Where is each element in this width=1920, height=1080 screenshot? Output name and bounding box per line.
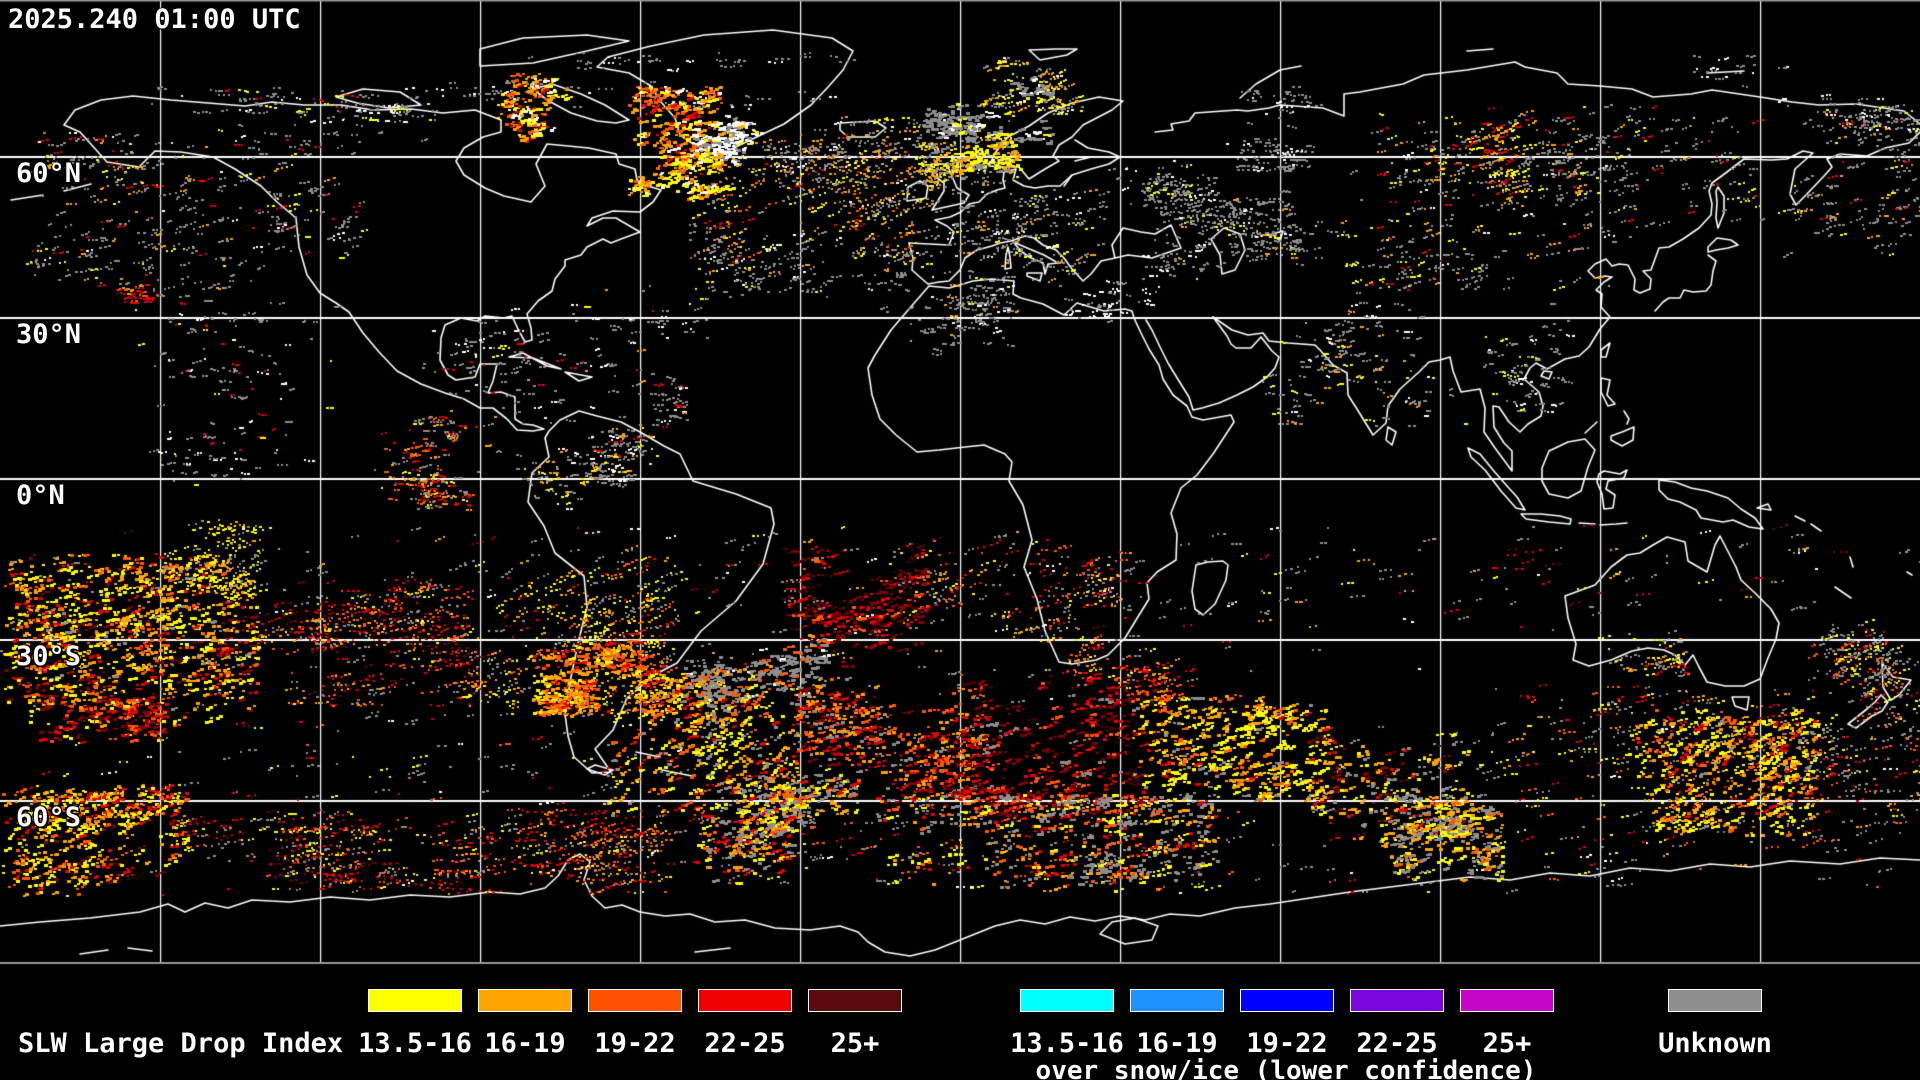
legend-standard-1-swatch (478, 989, 572, 1012)
legend-snow-ice-4-label: 25+ (1482, 1028, 1532, 1059)
legend-snow-ice-1-label: 16-19 (1136, 1028, 1218, 1059)
world-map-canvas (0, 0, 1920, 966)
legend-standard-4-label: 25+ (830, 1028, 880, 1059)
legend-unknown-label: Unknown (1658, 1028, 1772, 1059)
lat-label: 60°S (16, 802, 82, 833)
legend-snow-ice-3-label: 22-25 (1356, 1028, 1438, 1059)
lat-label: 30°N (16, 319, 82, 350)
legend-unknown-swatch (1668, 989, 1762, 1012)
legend-snow-ice-0-label: 13.5-16 (1010, 1028, 1124, 1059)
legend-standard-0-label: 13.5-16 (358, 1028, 472, 1059)
timestamp: 2025.240 01:00 UTC (8, 4, 301, 35)
legend-standard-2-label: 19-22 (594, 1028, 676, 1059)
legend-subtitle: over snow/ice (lower confidence) (1035, 1056, 1537, 1080)
legend-snow-ice-1-swatch (1130, 989, 1224, 1012)
lat-label: 0°N (16, 480, 65, 511)
legend-standard-3-swatch (698, 989, 792, 1012)
legend-snow-ice-3-swatch (1350, 989, 1444, 1012)
legend: SLW Large Drop Index 13.5-16 16-19 19-22 22… (0, 966, 1920, 1080)
legend-snow-ice-2-swatch (1240, 989, 1334, 1012)
legend-standard-4-swatch (808, 989, 902, 1012)
lat-label: 30°S (16, 641, 82, 672)
legend-snow-ice-4-swatch (1460, 989, 1554, 1012)
legend-snow-ice-0-swatch (1020, 989, 1114, 1012)
legend-standard-0-swatch (368, 989, 462, 1012)
legend-snow-ice-2-label: 19-22 (1246, 1028, 1328, 1059)
lat-label: 60°N (16, 158, 82, 189)
legend-standard-1-label: 16-19 (484, 1028, 566, 1059)
legend-standard-3-label: 22-25 (704, 1028, 786, 1059)
legend-title: SLW Large Drop Index (18, 1028, 344, 1059)
legend-standard-2-swatch (588, 989, 682, 1012)
